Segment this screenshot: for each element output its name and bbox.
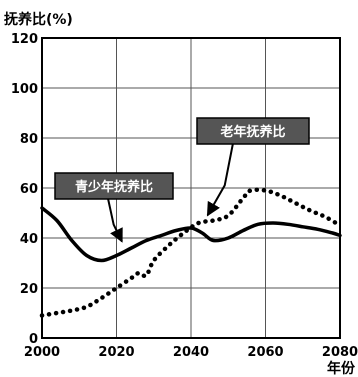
plot-frame [41, 37, 341, 339]
x-tick-label: 2020 [98, 345, 134, 360]
y-tick-label: 80 [20, 132, 38, 147]
series-layer [39, 187, 343, 318]
y-tick-label: 40 [20, 232, 38, 247]
y-tick-label: 120 [11, 32, 38, 47]
x-tick-label: 2000 [24, 345, 60, 360]
callout-elderly: 老年抚养比 [196, 117, 310, 217]
y-axis-label: 抚养比(%) [4, 11, 73, 28]
annotations: 青少年抚养比 老年抚养比 [54, 117, 310, 243]
callout-box [196, 117, 310, 145]
y-tick-label: 20 [20, 282, 38, 297]
callout-label: 青少年抚养比 [75, 179, 153, 195]
callout-arrow [206, 143, 234, 217]
x-tick-label: 2040 [173, 345, 209, 360]
y-tick-label: 0 [29, 332, 38, 347]
series-line-elderly [39, 187, 343, 318]
x-axis-label: 年份 [327, 360, 356, 377]
x-tick-label: 2080 [322, 345, 358, 360]
callout-box [54, 172, 174, 200]
callout-arrow [107, 198, 123, 243]
callout-youth: 青少年抚养比 [54, 172, 174, 243]
x-tick-label: 2060 [247, 345, 283, 360]
series-line-youth [40, 206, 342, 263]
callout-label: 老年抚养比 [219, 124, 285, 140]
y-tick-label: 60 [20, 182, 38, 197]
y-tick-label: 100 [11, 82, 38, 97]
